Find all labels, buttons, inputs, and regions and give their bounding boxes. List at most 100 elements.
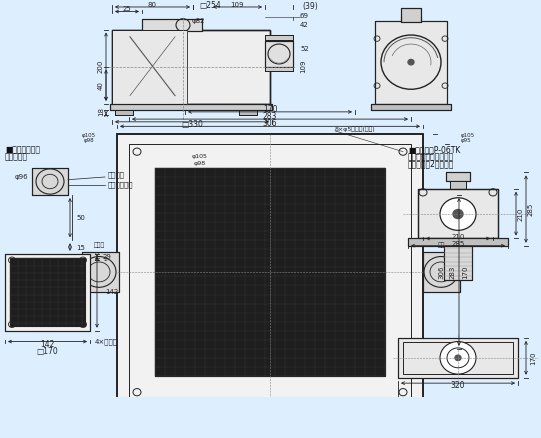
- Text: 2: 2: [103, 257, 107, 262]
- Text: φ105: φ105: [82, 133, 96, 138]
- Bar: [418, 189, 498, 238]
- Bar: [418, 189, 498, 238]
- Text: 80: 80: [148, 2, 156, 8]
- Text: 29: 29: [103, 254, 112, 260]
- Bar: [117, 134, 423, 410]
- Bar: [112, 30, 270, 104]
- Bar: [115, 110, 133, 115]
- Circle shape: [453, 209, 463, 219]
- Text: 69: 69: [300, 13, 309, 19]
- Text: 142: 142: [40, 340, 54, 349]
- Circle shape: [455, 355, 461, 360]
- Text: 306: 306: [263, 119, 278, 128]
- Text: φ105: φ105: [192, 154, 208, 159]
- Bar: [112, 30, 187, 104]
- Text: 170: 170: [263, 105, 277, 113]
- Bar: [112, 30, 270, 104]
- Bar: [265, 41, 293, 67]
- Text: 142: 142: [105, 289, 118, 295]
- Bar: [265, 35, 293, 39]
- Text: □170: □170: [36, 347, 58, 356]
- Text: □330: □330: [181, 120, 203, 129]
- Text: ■天吊金具P-06TK: ■天吊金具P-06TK: [408, 145, 460, 154]
- Text: φ96: φ96: [15, 174, 28, 180]
- Text: 50: 50: [76, 215, 85, 221]
- Bar: [10, 258, 85, 326]
- Text: 4×据付穴: 4×据付穴: [95, 338, 118, 345]
- Bar: [82, 252, 119, 292]
- Bar: [265, 35, 293, 39]
- Text: 306: 306: [438, 265, 444, 279]
- Bar: [32, 168, 68, 195]
- Bar: [265, 67, 293, 71]
- Bar: [446, 173, 470, 181]
- Bar: [155, 168, 385, 376]
- Text: 副吸込: 副吸込: [94, 242, 104, 247]
- Text: 排気: 排気: [437, 242, 445, 247]
- Text: 109: 109: [300, 60, 306, 74]
- Bar: [398, 338, 518, 378]
- Bar: [129, 145, 411, 399]
- Text: 18: 18: [98, 107, 104, 117]
- Bar: [117, 134, 423, 410]
- Text: 320: 320: [451, 381, 465, 390]
- Bar: [450, 181, 466, 189]
- Text: 52: 52: [300, 46, 309, 52]
- Text: □254: □254: [199, 1, 221, 10]
- Bar: [398, 338, 518, 378]
- Bar: [371, 104, 451, 110]
- Text: ■副吸込グリル: ■副吸込グリル: [5, 145, 40, 154]
- Text: φ98: φ98: [84, 138, 95, 143]
- Bar: [408, 238, 508, 246]
- Bar: [446, 173, 470, 181]
- Text: 200: 200: [98, 60, 104, 73]
- Text: 170: 170: [462, 265, 468, 279]
- Text: φ82: φ82: [192, 18, 206, 24]
- Text: 据付位置（2点吊り）: 据付位置（2点吊り）: [408, 160, 454, 169]
- Bar: [110, 104, 272, 110]
- Bar: [423, 252, 460, 292]
- Text: 25: 25: [123, 6, 131, 12]
- Bar: [5, 254, 90, 331]
- Circle shape: [440, 342, 476, 374]
- Bar: [115, 110, 133, 115]
- Bar: [110, 104, 272, 110]
- Text: φ95: φ95: [461, 138, 472, 143]
- Bar: [142, 19, 202, 32]
- Bar: [408, 238, 508, 246]
- Bar: [375, 21, 447, 104]
- Text: 42: 42: [300, 22, 309, 28]
- Text: 170: 170: [530, 351, 536, 364]
- Bar: [265, 41, 293, 67]
- Bar: [401, 8, 421, 22]
- Text: φ105: φ105: [461, 133, 475, 138]
- Text: 285: 285: [451, 241, 465, 247]
- Text: 283: 283: [450, 265, 456, 279]
- Bar: [112, 30, 187, 104]
- Bar: [401, 8, 421, 22]
- Text: 15: 15: [76, 244, 85, 251]
- Bar: [450, 181, 466, 189]
- Bar: [155, 168, 385, 376]
- Text: φ98: φ98: [194, 161, 206, 166]
- Bar: [32, 168, 68, 195]
- Text: （別売システム部材）: （別売システム部材）: [408, 152, 454, 162]
- Text: 285: 285: [528, 203, 534, 216]
- Circle shape: [440, 198, 476, 230]
- Text: 210: 210: [518, 207, 524, 221]
- Text: ダクト接続部: ダクト接続部: [108, 182, 134, 188]
- Bar: [5, 254, 90, 331]
- Bar: [239, 110, 257, 115]
- Bar: [82, 252, 119, 292]
- Text: 40: 40: [98, 81, 104, 90]
- Bar: [142, 19, 202, 32]
- Text: パッキン: パッキン: [108, 172, 125, 178]
- Circle shape: [408, 60, 414, 65]
- Bar: [403, 342, 513, 374]
- Bar: [423, 252, 460, 292]
- Bar: [444, 246, 472, 280]
- Bar: [444, 246, 472, 280]
- Bar: [252, 410, 288, 435]
- Bar: [239, 110, 257, 115]
- Text: 109: 109: [230, 2, 244, 8]
